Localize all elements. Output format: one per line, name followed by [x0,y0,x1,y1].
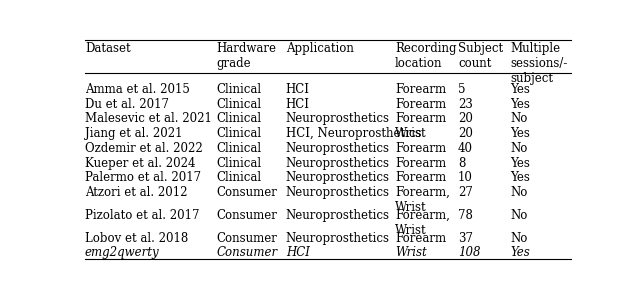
Text: Clinical: Clinical [216,98,262,111]
Text: No: No [511,142,528,155]
Text: 27: 27 [458,186,473,199]
Text: Forearm: Forearm [395,98,446,111]
Text: Neuroprosthetics: Neuroprosthetics [286,171,390,184]
Text: Consumer: Consumer [216,231,277,245]
Text: Forearm: Forearm [395,231,446,245]
Text: Forearm: Forearm [395,157,446,169]
Text: Neuroprosthetics: Neuroprosthetics [286,142,390,155]
Text: Neuroprosthetics: Neuroprosthetics [286,112,390,125]
Text: Palermo et al. 2017: Palermo et al. 2017 [85,171,201,184]
Text: Forearm: Forearm [395,83,446,96]
Text: Malesevic et al. 2021: Malesevic et al. 2021 [85,112,212,125]
Text: Yes: Yes [511,171,531,184]
Text: 5: 5 [458,83,465,96]
Text: Multiple
sessions/-
subject: Multiple sessions/- subject [511,42,568,85]
Text: Clinical: Clinical [216,157,262,169]
Text: No: No [511,231,528,245]
Text: HCI: HCI [286,98,310,111]
Text: Ozdemir et al. 2022: Ozdemir et al. 2022 [85,142,203,155]
Text: Yes: Yes [511,246,531,259]
Text: Wrist: Wrist [395,127,427,140]
Text: Clinical: Clinical [216,142,262,155]
Text: Forearm,
Wrist: Forearm, Wrist [395,209,450,237]
Text: 8: 8 [458,157,465,169]
Text: 78: 78 [458,209,473,222]
Text: Application: Application [286,42,354,55]
Text: Forearm: Forearm [395,112,446,125]
Text: No: No [511,186,528,199]
Text: Forearm,
Wrist: Forearm, Wrist [395,186,450,214]
Text: HCI: HCI [286,83,310,96]
Text: Neuroprosthetics: Neuroprosthetics [286,209,390,222]
Text: Consumer: Consumer [216,186,277,199]
Text: Atzori et al. 2012: Atzori et al. 2012 [85,186,188,199]
Text: Wrist: Wrist [395,246,427,259]
Text: Yes: Yes [511,127,531,140]
Text: Yes: Yes [511,157,531,169]
Text: Neuroprosthetics: Neuroprosthetics [286,157,390,169]
Text: HCI: HCI [286,246,310,259]
Text: Pizolato et al. 2017: Pizolato et al. 2017 [85,209,200,222]
Text: Neuroprosthetics: Neuroprosthetics [286,231,390,245]
Text: No: No [511,112,528,125]
Text: Clinical: Clinical [216,112,262,125]
Text: Forearm: Forearm [395,142,446,155]
Text: Lobov et al. 2018: Lobov et al. 2018 [85,231,188,245]
Text: No: No [511,209,528,222]
Text: Jiang et al. 2021: Jiang et al. 2021 [85,127,182,140]
Text: Amma et al. 2015: Amma et al. 2015 [85,83,190,96]
Text: Du et al. 2017: Du et al. 2017 [85,98,169,111]
Text: Clinical: Clinical [216,171,262,184]
Text: Yes: Yes [511,98,531,111]
Text: Kueper et al. 2024: Kueper et al. 2024 [85,157,195,169]
Text: 108: 108 [458,246,481,259]
Text: Clinical: Clinical [216,83,262,96]
Text: Consumer: Consumer [216,246,278,259]
Text: Neuroprosthetics: Neuroprosthetics [286,186,390,199]
Text: Recording
location: Recording location [395,42,456,70]
Text: Yes: Yes [511,83,531,96]
Text: emg2qwerty: emg2qwerty [85,246,159,259]
Text: 10: 10 [458,171,473,184]
Text: Subject
count: Subject count [458,42,503,70]
Text: 37: 37 [458,231,473,245]
Text: 20: 20 [458,112,473,125]
Text: 40: 40 [458,142,473,155]
Text: Clinical: Clinical [216,127,262,140]
Text: Hardware
grade: Hardware grade [216,42,276,70]
Text: 23: 23 [458,98,473,111]
Text: HCI, Neuroprosthetics: HCI, Neuroprosthetics [286,127,421,140]
Text: Consumer: Consumer [216,209,277,222]
Text: Forearm: Forearm [395,171,446,184]
Text: 20: 20 [458,127,473,140]
Text: Dataset: Dataset [85,42,131,55]
